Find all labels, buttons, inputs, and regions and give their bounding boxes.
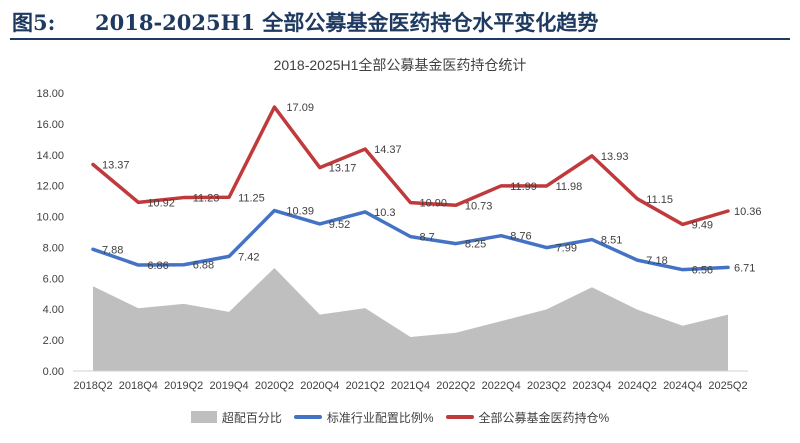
data-label: 11.23: [193, 193, 220, 205]
x-tick-label: 2025Q2: [708, 380, 747, 392]
area-series-overweight: [93, 267, 728, 371]
legend-item-holdings: 全部公募基金医药持仓%: [445, 409, 610, 426]
data-label: 10.92: [147, 197, 175, 209]
data-label: 13.93: [601, 151, 629, 163]
data-label: 7.99: [556, 243, 577, 255]
x-tick-label: 2021Q2: [346, 380, 385, 392]
figure-header: 图5: 2018-2025H1 全部公募基金医药持仓水平变化趋势: [0, 0, 800, 40]
x-tick-label: 2022Q2: [436, 380, 475, 392]
data-label: 11.99: [510, 181, 537, 193]
line-chart: 2018-2025H1全部公募基金医药持仓统计 0.00 2.00 4.00 6.00…: [36, 57, 762, 392]
data-label: 8.51: [601, 235, 622, 247]
data-label: 17.09: [286, 102, 314, 114]
y-tick-label: 8.00: [43, 242, 64, 254]
data-label: 13.37: [102, 160, 130, 172]
x-tick-label: 2021Q4: [391, 380, 430, 392]
figure-title: 2018-2025H1 全部公募基金医药持仓水平变化趋势: [95, 10, 599, 35]
x-tick-label: 2024Q4: [663, 380, 702, 392]
x-tick-label: 2023Q2: [527, 380, 566, 392]
legend-item-overweight: 超配百分比: [190, 409, 282, 426]
y-tick-label: 0.00: [43, 366, 64, 378]
data-label: 13.17: [329, 163, 357, 175]
x-axis: 2018Q2 2018Q4 2019Q2 2019Q4 2020Q2 2020Q4 2021…: [73, 370, 748, 392]
legend-swatch-blue-line: [293, 415, 322, 419]
legend-item-standard: 标准行业配置比例%: [293, 409, 434, 426]
header-divider: [10, 38, 790, 40]
data-label: 10.39: [286, 206, 314, 218]
lines-layer: [91, 105, 730, 272]
legend-swatch-area: [190, 411, 217, 423]
figure-label: 图5:: [12, 10, 56, 35]
line-series-holdings: [91, 105, 730, 227]
data-label: 6.56: [692, 265, 713, 277]
area-layer: [93, 267, 728, 371]
x-tick-label: 2020Q2: [255, 380, 294, 392]
y-tick-label: 18.00: [36, 88, 64, 100]
data-label: 10.3: [374, 207, 395, 219]
data-label: 6.88: [193, 260, 214, 272]
data-label: 8.76: [510, 231, 531, 243]
data-label: 7.18: [646, 255, 667, 267]
y-tick-label: 6.00: [43, 273, 64, 285]
data-label: 11.25: [238, 192, 265, 204]
data-label: 8.7: [420, 232, 435, 244]
data-label: 10.73: [465, 200, 493, 212]
data-label: 6.86: [147, 260, 168, 272]
data-label: 9.49: [692, 219, 713, 231]
x-tick-label: 2018Q2: [73, 380, 112, 392]
data-label: 11.98: [556, 181, 583, 193]
data-label: 11.15: [646, 194, 673, 206]
x-tick-label: 2018Q4: [119, 380, 158, 392]
chart-title: 2018-2025H1全部公募基金医药持仓统计: [274, 57, 527, 73]
data-label: 10.36: [734, 206, 762, 218]
data-label: 7.88: [102, 244, 123, 256]
y-axis: 0.00 2.00 4.00 6.00 8.00 10.00 12.00 14.00 16.00…: [36, 88, 64, 378]
x-tick-label: 2024Q2: [618, 380, 657, 392]
y-tick-label: 10.00: [36, 212, 64, 224]
legend-swatch-red-line: [445, 415, 474, 419]
data-label: 7.42: [238, 251, 259, 263]
y-tick-label: 2.00: [43, 335, 64, 347]
legend-label: 全部公募基金医药持仓%: [478, 410, 610, 425]
line-series-standard: [91, 208, 730, 272]
x-tick-label: 2022Q4: [482, 380, 521, 392]
x-tick-label: 2023Q4: [572, 380, 611, 392]
data-label: 6.71: [734, 262, 755, 274]
legend-label: 超配百分比: [221, 410, 282, 425]
data-label: 14.37: [374, 144, 402, 156]
x-tick-label: 2020Q4: [300, 380, 339, 392]
data-label: 8.25: [465, 239, 486, 251]
data-labels: 7.88 6.86 6.88 7.42 10.39 9.52 10.3 8.7 8.25 8.76…: [102, 102, 762, 277]
y-tick-label: 4.00: [43, 304, 64, 316]
y-tick-label: 12.00: [36, 181, 64, 193]
y-tick-label: 14.00: [36, 150, 64, 162]
x-tick-label: 2019Q2: [164, 380, 203, 392]
y-tick-label: 16.00: [36, 119, 64, 131]
x-tick-label: 2019Q4: [209, 380, 248, 392]
data-label: 10.90: [420, 198, 448, 210]
legend-label: 标准行业配置比例%: [326, 410, 434, 425]
legend: 超配百分比 标准行业配置比例% 全部公募基金医药持仓%: [0, 405, 800, 429]
data-label: 9.52: [329, 219, 350, 231]
